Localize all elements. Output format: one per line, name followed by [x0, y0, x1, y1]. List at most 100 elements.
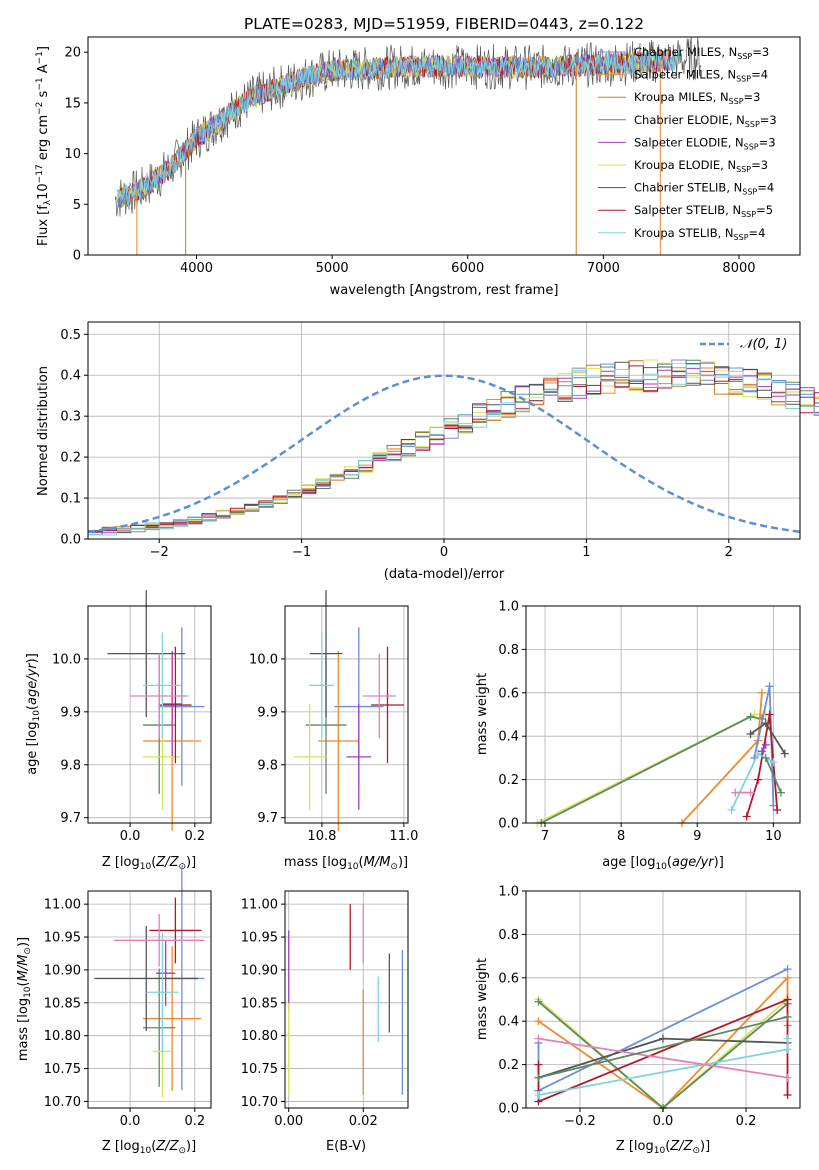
residuals-ticks: −2 −1 0 1 2 0.0 0.1 0.2 0.3 0.4 0.5 [60, 328, 733, 560]
weight-vs-z-panel: −0.2 0.0 0.2 0.0 0.2 0.4 0.6 0.8 1.0 Z [log10(Z/… [475, 885, 801, 1156]
legend-label-sub: SSP [745, 120, 760, 129]
tick-label-y: 9.8 [60, 758, 81, 773]
legend-label-rest: =4 [749, 226, 766, 240]
age-vs-z-ylabel: age [log10(age/yr)] [25, 653, 42, 775]
tick-label-x: 0.0 [120, 829, 141, 844]
tick-label-x: 0.00 [274, 1114, 303, 1129]
tick-label-y: 10.70 [44, 1095, 81, 1110]
spectrum-ticks: 4000 5000 6000 7000 8000 0 5 10 15 20 [64, 46, 755, 276]
histogram-chabrier_elodie [88, 359, 819, 535]
tick-label-x: 4000 [180, 261, 213, 276]
tick-label-y: 9.9 [60, 705, 81, 720]
mass-vs-z-xlabel: Z [log10(Z/Z⊙)] [102, 1139, 196, 1156]
spectrum-ylabel: Flux [fλ10−17 erg cm−2 s−1 A−1] [35, 46, 53, 246]
figure-title: PLATE=0283, MJD=51959, FIBERID=0443, z=0… [244, 15, 644, 33]
normal-curve [87, 374, 801, 534]
tick-label-x: 1 [582, 545, 590, 560]
legend-label-sub: SSP [741, 210, 756, 219]
histogram-salpeter_miles [88, 366, 819, 532]
legend-label-rest: =3 [751, 158, 768, 172]
mass-vs-z-ylabel: mass [log10(M/M⊙)] [16, 937, 33, 1061]
legend-label: Kroupa STELIB, NSSP=4 [634, 226, 765, 242]
mass-vs-z-frame [87, 890, 212, 1109]
tick-label-x: 9 [693, 829, 701, 844]
tick-label-x: −2 [150, 545, 169, 560]
tick-label-y: 0.2 [60, 451, 81, 466]
tick-label-y: 10.85 [44, 996, 81, 1011]
tick-label-y: 0.2 [498, 1058, 519, 1073]
legend-label: Salpeter STELIB, NSSP=5 [634, 203, 773, 219]
spectrum-frame [87, 36, 801, 256]
legend-label-sub: SSP [729, 97, 744, 106]
tick-label-x: 0.2 [184, 829, 205, 844]
legend-label-rest: =3 [760, 113, 777, 127]
tick-label-y: 10.0 [249, 652, 278, 667]
tick-label-y: 9.8 [257, 758, 278, 773]
tick-label-y: 9.9 [257, 705, 278, 720]
tick-label-y: 0 [73, 249, 81, 264]
legend-label: Chabrier ELODIE, NSSP=3 [634, 113, 777, 129]
tick-label-x: 7000 [587, 261, 620, 276]
weight-line-chabrier_elodie [764, 757, 782, 793]
tick-label-x: 10.8 [307, 829, 336, 844]
tick-label-y: 0.1 [60, 492, 81, 507]
tick-label-y: 0.4 [498, 1015, 519, 1030]
legend-label-sub: SSP [737, 52, 752, 61]
weight-vs-z-xlabel: Z [log10(Z/Z⊙)] [616, 1139, 710, 1156]
age-vs-mass-xlabel: mass [log10(M/M⊙)] [284, 855, 408, 872]
mass-vs-ebv-xlabel: E(B-V) [326, 1139, 366, 1154]
legend-label-rest: =4 [751, 68, 768, 82]
weight-line-pink [538, 1037, 788, 1079]
mass-vs-ebv-errorbars [288, 904, 404, 1095]
legend-label-sub: SSP [736, 165, 751, 174]
legend-label-rest: =3 [759, 135, 776, 149]
tick-label-y: 10.90 [44, 963, 81, 978]
spectrum-xlabel: wavelength [Angstrom, rest frame] [330, 283, 559, 298]
age-vs-z-frame [87, 605, 212, 824]
tick-label-y: 10.80 [241, 1029, 278, 1044]
tick-label-x: 0.0 [653, 1114, 674, 1129]
age-vs-z-errorbars [107, 590, 205, 831]
tick-label-y: 1.0 [498, 600, 519, 615]
tick-label-y: 10.75 [241, 1062, 278, 1077]
legend-label: Chabrier MILES, NSSP=3 [634, 45, 769, 61]
tick-label-y: 9.7 [60, 811, 81, 826]
mass-vs-ebv-frame [284, 890, 409, 1109]
legend-label-sub: SSP [742, 188, 757, 197]
tick-label-y: 0.0 [60, 533, 81, 548]
residuals-xlabel: (data-model)/error [384, 567, 505, 582]
tick-label-y: 11.00 [44, 898, 81, 913]
tick-label-y: 10.85 [241, 996, 278, 1011]
tick-label-y: 15 [64, 96, 81, 111]
tick-label-y: 10.90 [241, 963, 278, 978]
tick-label-x: 5000 [316, 261, 349, 276]
tick-label-x: 8 [617, 829, 625, 844]
tick-label-y: 10.75 [44, 1062, 81, 1077]
tick-label-y: 10 [64, 147, 81, 162]
legend-label-rest: =4 [757, 181, 774, 195]
legend-label: Kroupa ELODIE, NSSP=3 [634, 158, 768, 174]
legend-label-rest: =3 [744, 90, 761, 104]
legend-label: Salpeter ELODIE, NSSP=3 [634, 135, 776, 151]
tick-label-x: 0 [440, 545, 448, 560]
tick-label-x: −0.2 [564, 1114, 596, 1129]
tick-label-y: 20 [64, 46, 81, 61]
legend-label-rest: =5 [756, 203, 773, 217]
tick-label-x: 0.0 [120, 1114, 141, 1129]
legend-label-rest: =3 [752, 45, 769, 59]
tick-label-y: 10.0 [52, 652, 81, 667]
tick-label-y: 0.4 [498, 730, 519, 745]
tick-label-y: 0.6 [498, 971, 519, 986]
legend-normal-label: 𝒩(0, 1) [740, 337, 787, 352]
residuals-ylabel: Normed distribution [36, 366, 51, 496]
legend-label: Chabrier STELIB, NSSP=4 [634, 181, 774, 197]
tick-label-y: 10.95 [241, 931, 278, 946]
tick-label-y: 5 [73, 198, 81, 213]
tick-label-x: 6000 [451, 261, 484, 276]
tick-label-y: 10.95 [44, 931, 81, 946]
spectrum-line-kroupa_stelib [117, 48, 683, 207]
tick-label-y: 0.0 [498, 817, 519, 832]
tick-label-y: 10.80 [44, 1029, 81, 1044]
tick-label-x: 7 [541, 829, 549, 844]
tick-label-y: 0.6 [498, 686, 519, 701]
